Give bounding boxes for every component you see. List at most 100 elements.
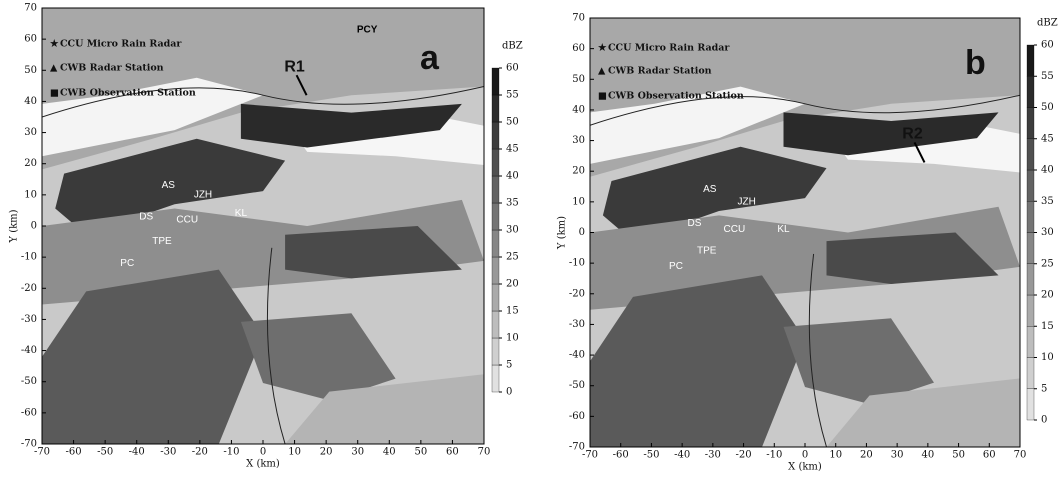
legend-entry: CWB Observation Station: [60, 88, 196, 99]
coastline: [590, 94, 1020, 126]
colorbar-tick-label: 35: [506, 198, 519, 209]
colorbar-band: [1026, 263, 1035, 296]
colorbar-tick-label: 60: [506, 63, 519, 74]
field-core: [783, 112, 999, 156]
radar-field: [590, 18, 1020, 447]
field-clear: [590, 86, 805, 164]
x-tick-label: 20: [320, 447, 333, 458]
y-tick-label: 40: [572, 104, 585, 115]
y-tick-label: 0: [31, 221, 37, 232]
colorbar-band: [491, 121, 500, 150]
y-tick-label: 30: [24, 127, 37, 138]
y-tick-label: -40: [21, 345, 37, 356]
panel-letter: a: [420, 39, 440, 77]
colorbar-tick-label: 25: [1041, 258, 1054, 269]
y-tick-label: 20: [24, 158, 37, 169]
colorbar-band: [1026, 388, 1035, 421]
x-tick-label: -30: [160, 447, 176, 458]
station-label: TPE: [152, 236, 172, 247]
field-core: [602, 146, 827, 242]
x-tick-label: 60: [446, 447, 459, 458]
field-band: [42, 199, 484, 305]
colorbar-tick-label: 50: [506, 117, 519, 128]
y-tick-label: 10: [572, 196, 585, 207]
station-label: TPE: [697, 246, 717, 257]
station-label: JZH: [194, 189, 212, 200]
colorbar-band: [1026, 326, 1035, 358]
radar-field: [42, 8, 484, 444]
coastline: [808, 253, 827, 447]
field-clear: [42, 77, 263, 157]
y-tick-label: -20: [21, 283, 37, 294]
y-axis-label: Y (km): [9, 209, 20, 243]
field-core: [826, 232, 999, 284]
region-label: R2: [902, 126, 923, 143]
x-tick-label: -60: [613, 450, 629, 461]
legend-symbol: ■: [50, 88, 59, 99]
x-tick-label: 30: [351, 447, 364, 458]
colorbar-band: [491, 310, 500, 339]
colorbar-tick-label: 15: [1041, 321, 1054, 332]
y-tick-label: 40: [24, 96, 37, 107]
legend-entry: CCU Micro Rain Radar: [60, 39, 182, 50]
colorbar-tick-label: 50: [1041, 102, 1054, 113]
colorbar-tick-label: 45: [1041, 133, 1054, 144]
x-tick-label: -70: [582, 450, 598, 461]
x-tick-label: -50: [97, 447, 113, 458]
x-tick-label: 30: [891, 450, 904, 461]
colorbar-tick-label: 5: [506, 360, 512, 371]
colorbar-tick-label: 30: [506, 225, 519, 236]
colorbar-tick-label: 35: [1041, 196, 1054, 207]
station-label: DS: [139, 211, 153, 222]
field-band: [240, 313, 396, 401]
x-tick-label: -20: [192, 447, 208, 458]
x-tick-label: -40: [129, 447, 145, 458]
y-tick-label: 70: [24, 3, 37, 14]
station-label: DS: [687, 218, 701, 229]
colorbar-label: dBZ: [502, 41, 523, 52]
x-tick-label: 10: [829, 450, 842, 461]
y-tick-label: 60: [572, 43, 585, 54]
y-tick-label: 50: [24, 65, 37, 76]
colorbar-band: [1026, 169, 1035, 202]
y-tick-label: 30: [572, 135, 585, 146]
field-band: [590, 206, 1020, 310]
legend-symbol: ★: [50, 39, 59, 50]
x-axis-label: X (km): [788, 462, 822, 473]
legend-symbol: ★: [598, 43, 607, 54]
colorbar-tick-label: 60: [1041, 40, 1054, 51]
x-tick-label: -20: [736, 450, 752, 461]
colorbar-band: [1026, 357, 1035, 389]
colorbar-band: [491, 229, 500, 258]
y-tick-label: -30: [21, 314, 37, 325]
station-label: PC: [669, 261, 683, 272]
colorbar-tick-label: 15: [506, 306, 519, 317]
colorbar-tick-label: 45: [506, 144, 519, 155]
x-tick-label: -40: [674, 450, 690, 461]
y-tick-label: 60: [24, 34, 37, 45]
y-tick-label: 10: [24, 189, 37, 200]
x-tick-label: -70: [34, 447, 50, 458]
x-tick-label: 40: [383, 447, 396, 458]
legend-entry: CWB Observation Station: [608, 91, 744, 102]
y-tick-label: -10: [21, 252, 37, 263]
x-tick-label: 50: [952, 450, 965, 461]
x-tick-label: 70: [478, 447, 491, 458]
colorbar-tick-label: 55: [1041, 71, 1054, 82]
x-tick-label: 0: [802, 450, 808, 461]
x-tick-label: 10: [288, 447, 301, 458]
y-axis-label: Y (km): [557, 216, 568, 250]
station-label: KL: [777, 224, 790, 235]
colorbar-band: [491, 364, 500, 393]
field-mountain: [590, 275, 805, 447]
x-tick-label: 50: [414, 447, 427, 458]
colorbar-band: [491, 256, 500, 285]
x-tick-label: 40: [921, 450, 934, 461]
region-arrow: [295, 74, 308, 96]
legend-symbol: ▲: [50, 63, 58, 74]
colorbar-band: [491, 148, 500, 177]
legend-symbol: ▲: [598, 66, 606, 77]
colorbar-tick-label: 10: [1041, 352, 1054, 363]
y-tick-label: -40: [569, 350, 585, 361]
